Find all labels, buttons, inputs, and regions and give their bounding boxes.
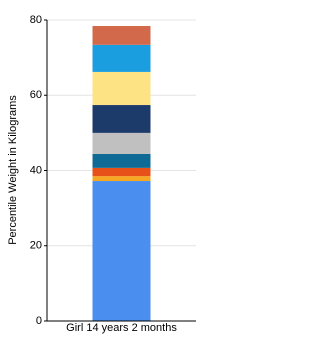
bar-segment [92, 105, 151, 133]
y-tick-label: 40 [30, 164, 42, 176]
y-axis-label: Percentile Weight in Kilograms [7, 95, 19, 245]
y-tick-label: 0 [36, 315, 42, 327]
y-tick-label: 80 [30, 14, 42, 26]
bar-segment [92, 26, 151, 45]
chart: Percentile Weight in Kilograms 0 20 40 60 80… [7, 14, 196, 334]
bar-segment [92, 176, 151, 182]
y-tick-label: 60 [30, 89, 42, 101]
bar-segment [92, 44, 151, 72]
x-tick-label: Girl 14 years 2 months [66, 322, 177, 334]
y-tick-label: 20 [30, 240, 42, 252]
bar-segment [92, 71, 151, 106]
bar-segment [92, 132, 151, 154]
bar-segment [92, 181, 151, 321]
bar-segment [92, 167, 151, 177]
bar-segment [92, 153, 151, 168]
